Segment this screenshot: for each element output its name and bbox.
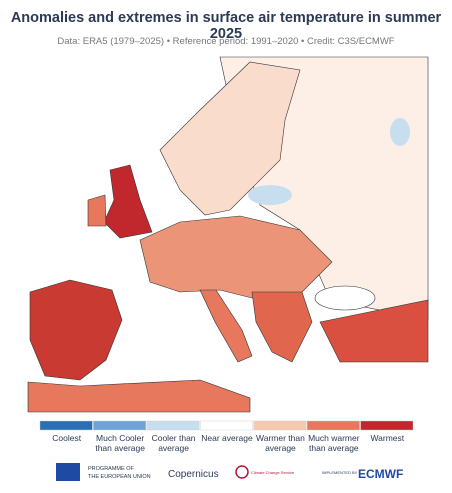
legend-label: Warmest xyxy=(370,433,405,443)
legend xyxy=(39,420,414,431)
eu-text: THE EUROPEAN UNION xyxy=(88,474,151,480)
legend-swatch xyxy=(39,420,93,431)
balkans xyxy=(251,291,313,363)
title: Anomalies and extremes in surface air te… xyxy=(10,10,442,42)
legend-swatch xyxy=(253,420,307,431)
c3s-text: Climate Change Service xyxy=(251,470,295,475)
legend-label: Cooler than average xyxy=(151,433,196,453)
legend-swatch xyxy=(360,420,414,431)
north-africa xyxy=(27,379,251,413)
ecmwf-logo: ECMWF xyxy=(358,467,403,481)
legend-label: Warmer than average xyxy=(256,433,305,453)
eu-text: PROGRAMME OF xyxy=(88,466,134,472)
cool-area xyxy=(248,185,292,205)
black-sea xyxy=(314,285,376,311)
scandinavia xyxy=(159,61,301,216)
copernicus-logo: Copernicus xyxy=(168,469,219,480)
iberia xyxy=(29,279,123,381)
legend-swatch xyxy=(200,420,253,431)
turkey xyxy=(319,299,429,363)
ireland xyxy=(87,194,107,227)
great-britain xyxy=(103,164,153,239)
implemented-text: IMPLEMENTED BY xyxy=(322,470,358,475)
legend-label: Much Cooler than average xyxy=(95,433,145,453)
eu-flag xyxy=(56,463,80,481)
italy xyxy=(199,289,253,363)
cool-area xyxy=(390,118,410,146)
legend-label: Much warmer than average xyxy=(308,433,360,453)
legend-label: Near average xyxy=(201,433,253,443)
legend-label: Coolest xyxy=(52,433,82,443)
legend-swatch xyxy=(93,420,147,431)
legend-swatch xyxy=(146,420,200,431)
c3s-icon xyxy=(235,465,249,479)
subtitle: Data: ERA5 (1979–2025) • Reference perio… xyxy=(57,36,395,47)
legend-swatch xyxy=(306,420,360,431)
land xyxy=(27,56,429,413)
